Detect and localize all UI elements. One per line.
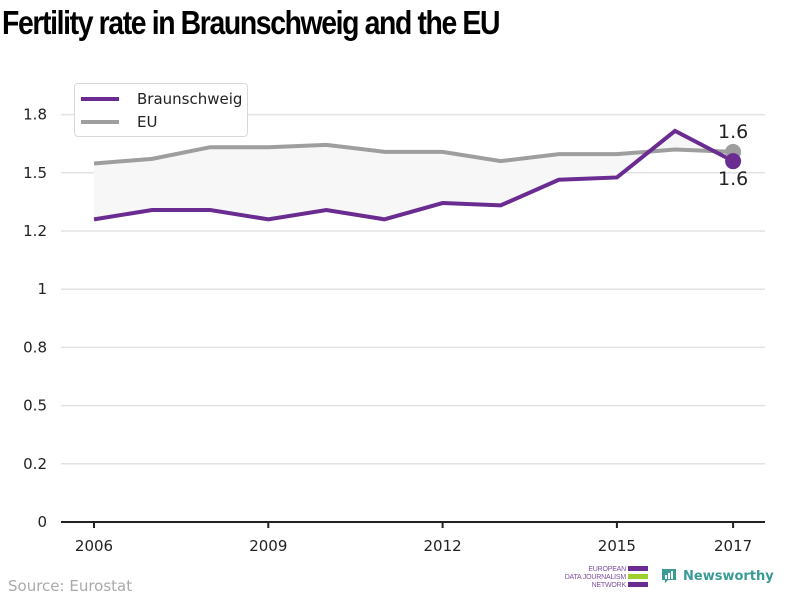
legend-label: EU xyxy=(137,113,158,131)
edjnet-bar-icon xyxy=(628,566,648,571)
y-tick-label: 1.5 xyxy=(23,164,47,182)
end-label-braunschweig: 1.6 xyxy=(718,168,748,190)
y-tick-label: 0.5 xyxy=(23,397,47,415)
legend-item-braunschweig[interactable]: Braunschweig xyxy=(81,89,242,109)
x-axis: 2006 2009 2012 2015 2017 xyxy=(61,521,765,555)
y-tick-label: 1.8 xyxy=(23,106,47,124)
series-line-braunschweig xyxy=(93,128,735,222)
end-label-eu: 1.6 xyxy=(718,121,748,143)
chart-title: Fertility rate in Braunschweig and the E… xyxy=(2,4,500,41)
series-lines xyxy=(93,128,735,222)
series-line-eu xyxy=(93,142,734,166)
x-tick-label: 2017 xyxy=(714,537,752,555)
edjnet-logo-text: EUROPEAN DATA JOURNALISM NETWORK xyxy=(564,566,627,590)
edjnet-line: EUROPEAN xyxy=(588,566,626,573)
newsworthy-chart-icon xyxy=(662,569,676,583)
legend-swatch-eu xyxy=(81,120,119,124)
legend-item-eu[interactable]: EU xyxy=(81,112,157,132)
y-tick-label: 0 xyxy=(37,513,47,531)
legend-swatch-braunschweig xyxy=(81,97,119,101)
edjnet-line: NETWORK xyxy=(591,582,627,589)
y-tick-label: 1 xyxy=(37,280,47,298)
y-tick-label: 0.8 xyxy=(23,338,47,356)
x-tick-label: 2009 xyxy=(249,537,287,555)
y-tick-label: 1.2 xyxy=(23,222,47,240)
source-note: Source: Eurostat xyxy=(8,577,133,595)
newsworthy-logo[interactable]: Newsworthy xyxy=(661,566,774,586)
end-points: 1.6 1.6 xyxy=(718,121,748,190)
edjnet-bar-icon xyxy=(628,574,648,579)
fill-between-series xyxy=(94,130,734,220)
x-tick-label: 2012 xyxy=(424,537,462,555)
x-tick-label: 2006 xyxy=(75,537,113,555)
edjnet-bar-icon xyxy=(628,582,648,587)
edjnet-logo[interactable]: EUROPEAN DATA JOURNALISM NETWORK xyxy=(562,566,652,590)
legend: Braunschweig EU xyxy=(74,83,248,137)
newsworthy-logo-text: Newsworthy xyxy=(683,568,774,584)
edjnet-line: DATA JOURNALISM xyxy=(564,574,627,581)
y-tick-label: 0.2 xyxy=(23,455,47,473)
y-axis: 0 0.2 0.5 0.8 1 1.2 1.5 1.8 xyxy=(23,106,47,531)
legend-label: Braunschweig xyxy=(137,90,243,108)
x-tick-label: 2015 xyxy=(598,537,636,555)
endpoint-braunschweig xyxy=(725,153,742,170)
